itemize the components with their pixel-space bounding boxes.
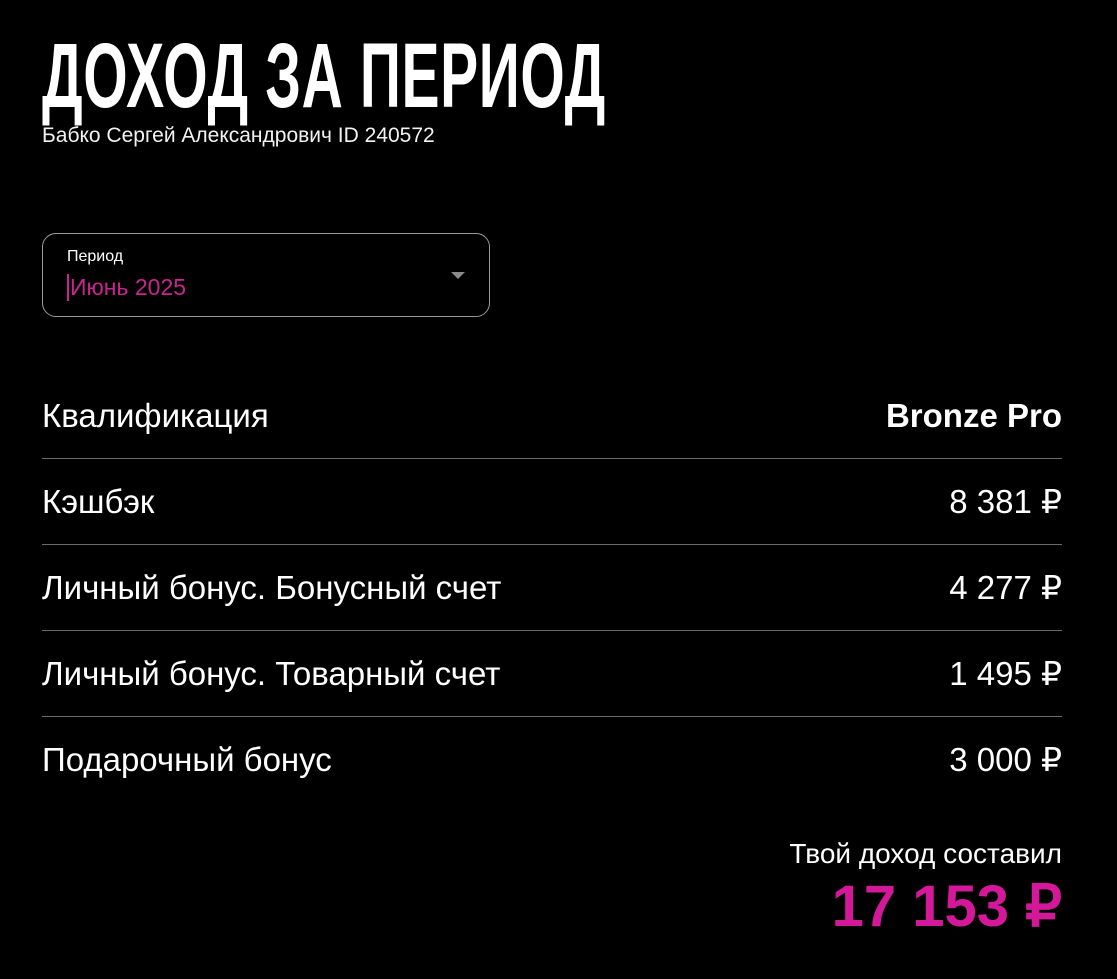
- period-select[interactable]: Период Июнь 2025: [42, 233, 490, 317]
- row-qualification: Квалификация Bronze Pro: [42, 373, 1062, 459]
- user-info: Бабко Сергей Александрович ID 240572: [42, 124, 435, 147]
- total-value: 17 153 ₽: [831, 874, 1062, 939]
- row-label: Личный бонус. Товарный счет: [42, 654, 501, 692]
- period-label: Период: [67, 248, 124, 265]
- row-personal-bonus-account: Личный бонус. Бонусный счет 4 277 ₽: [42, 545, 1062, 631]
- total-label: Твой доход составил: [789, 838, 1062, 869]
- row-label: Кэшбэк: [42, 482, 155, 520]
- caret-down-icon[interactable]: [451, 272, 465, 279]
- period-value: Июнь 2025: [67, 274, 186, 301]
- income-table: Квалификация Bronze Pro Кэшбэк 8 381 ₽ Лич…: [42, 373, 1062, 802]
- page-title: ДОХОД ЗА ПЕРИОД: [42, 25, 606, 127]
- row-value: 1 495 ₽: [949, 655, 1062, 692]
- row-value: 4 277 ₽: [949, 569, 1062, 606]
- row-label: Квалификация: [42, 396, 269, 434]
- row-label: Личный бонус. Бонусный счет: [42, 568, 502, 606]
- row-value: 8 381 ₽: [949, 483, 1062, 520]
- row-label: Подарочный бонус: [42, 740, 332, 778]
- row-value: Bronze Pro: [885, 396, 1062, 434]
- row-personal-goods-account: Личный бонус. Товарный счет 1 495 ₽: [42, 631, 1062, 717]
- row-cashback: Кэшбэк 8 381 ₽: [42, 459, 1062, 545]
- row-value: 3 000 ₽: [949, 741, 1062, 778]
- row-gift-bonus: Подарочный бонус 3 000 ₽: [42, 717, 1062, 802]
